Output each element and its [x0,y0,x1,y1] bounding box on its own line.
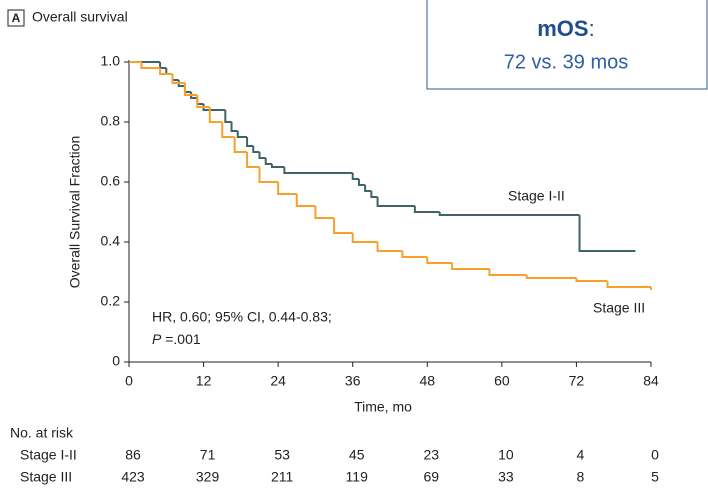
risk-count: 329 [196,469,220,485]
survival-step [283,167,347,174]
risk-title: No. at risk [10,425,74,441]
survival-step [426,257,453,264]
x-tick-label: 36 [345,373,361,389]
survival-step [488,269,527,276]
survival-step [221,122,235,138]
y-tick-label: 0.2 [101,293,121,309]
survival-step [277,182,297,195]
x-tick-label: 0 [125,373,133,389]
survival-step [230,122,238,132]
callout-title-text: mOS [537,16,588,41]
callout-suffix: : [589,16,595,41]
risk-count: 53 [274,447,290,463]
survival-step [196,95,210,108]
x-tick-label: 60 [494,373,510,389]
survival-step [159,68,173,75]
survival-step [264,158,272,165]
survival-step [401,251,428,258]
survival-step [525,275,577,279]
panel-box [7,9,25,27]
survival-step [233,137,248,153]
survival-step [606,281,651,288]
survival-step [258,152,266,159]
x-tick-label: 24 [270,373,286,389]
risk-row-name: Stage III [20,469,72,485]
survival-step [159,62,167,69]
survival-step [376,242,403,252]
series-label: Stage III [593,300,645,316]
survival-step [357,179,366,186]
annotation: HR, 0.60; 95% CI, 0.44-0.83; [152,309,332,325]
chart-title: Overall survival [32,9,128,25]
risk-count: 10 [498,447,514,463]
survival-step [246,137,254,147]
risk-count: 4 [577,447,585,463]
y-axis-label: Overall Survival Fraction [67,136,83,289]
y-tick-label: 0.8 [101,113,121,129]
survival-step [575,278,608,282]
annotation: P =.001 [152,331,201,347]
survival-step [270,164,285,168]
survival-step [208,107,223,123]
risk-row-name: Stage I-II [20,447,77,463]
survival-step [314,206,335,219]
y-tick-label: 0.6 [101,173,121,189]
survival-step [258,167,279,183]
survival-step [351,233,378,243]
survival-step [333,218,353,234]
survival-step [183,83,198,96]
panel-label: A [12,11,21,25]
survival-step [376,197,415,207]
callout-text: 72 vs. 39 mos [504,51,629,73]
survival-step [224,110,232,123]
y-tick-label: 0.4 [101,233,121,249]
series-label: Stage I-II [508,188,565,204]
survival-step [252,146,260,153]
x-tick-label: 12 [196,373,212,389]
survival-step [295,194,316,207]
risk-count: 211 [271,469,294,485]
annotation-p-value: =.001 [165,331,201,347]
y-tick-label: 0 [112,353,120,369]
risk-count: 86 [125,447,141,463]
survival-step [236,131,248,138]
x-tick-label: 84 [643,373,659,389]
x-tick-label: 48 [419,373,435,389]
risk-count: 8 [577,469,585,485]
risk-count: 71 [200,447,216,463]
survival-step [578,215,636,252]
survival-step [451,263,490,270]
risk-count: 0 [651,447,659,463]
callout-title: mOS: [537,16,594,41]
risk-count: 69 [423,469,439,485]
risk-count: 119 [346,469,369,485]
survival-step [351,173,359,180]
callout-box [426,0,708,90]
survival-step [246,152,260,168]
survival-step [140,62,161,69]
survival-step [171,74,185,84]
survival-step [364,185,372,192]
annotation-p: P [152,331,162,347]
survival-step [370,191,378,198]
risk-count: 5 [651,469,659,485]
x-axis-label: Time, mo [354,399,412,415]
risk-count: 423 [121,469,145,485]
risk-count: 33 [498,469,514,485]
y-tick-label: 1.0 [101,53,121,69]
survival-step [413,206,440,213]
risk-count: 45 [349,447,365,463]
risk-count: 23 [423,447,439,463]
survival-step [438,212,580,216]
x-tick-label: 72 [569,373,585,389]
